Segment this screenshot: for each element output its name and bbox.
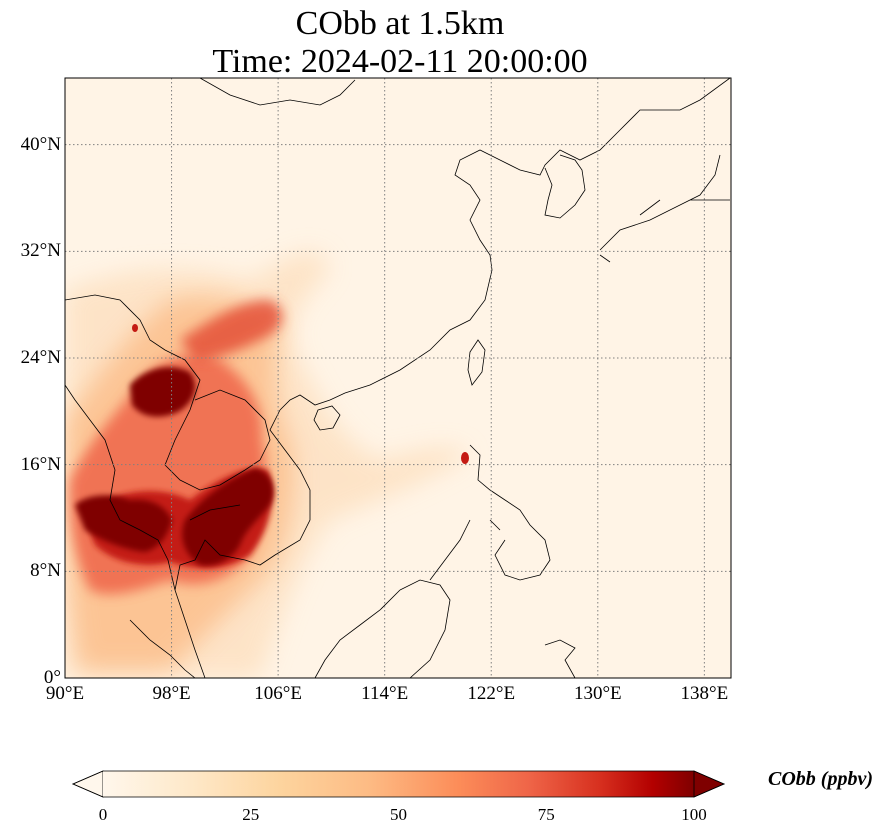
- coastline-japan: [599, 154, 730, 263]
- gridlines: [65, 78, 731, 678]
- x-tick-label: 130°E: [573, 683, 622, 704]
- figure-title-line2: Time: 2024-02-11 20:00:00: [212, 43, 588, 80]
- colorbar-label: CObb (ppbv): [768, 768, 873, 790]
- hotspot-myanmar: [132, 324, 138, 332]
- plume-dark-north: [130, 367, 196, 417]
- x-tick-label: 114°E: [361, 683, 409, 704]
- coastline-sulawesi: [544, 639, 576, 678]
- colorbar-tick-label: 50: [390, 805, 407, 824]
- coastline-hainan: [313, 405, 341, 431]
- colorbar: [71, 770, 726, 798]
- y-tick-label: 24°N: [20, 347, 61, 368]
- coastline-indochina: [65, 384, 246, 678]
- coastline-mongolia: [199, 78, 356, 106]
- border-laos: [194, 389, 271, 461]
- colorbar-extend-high: [693, 770, 726, 798]
- y-tick-label: 16°N: [20, 453, 61, 475]
- colorbar-tick-label: 100: [681, 805, 707, 824]
- y-tick-label: 8°N: [30, 560, 61, 582]
- colorbar-tick-label: 25: [242, 805, 260, 824]
- coastline-korea: [544, 154, 586, 219]
- border-myanmar: [65, 294, 201, 466]
- x-tick-label: 106°E: [254, 683, 302, 704]
- map-panel: [64, 77, 732, 679]
- colorbar-outline: [71, 770, 726, 798]
- x-tick-label: 98°E: [152, 683, 191, 704]
- colorbar-tick-label: 75: [537, 805, 555, 824]
- hotspot-luzon: [461, 452, 469, 464]
- coastline-taiwan: [467, 339, 486, 386]
- colorbar-extend-low: [71, 770, 104, 798]
- colorbar-tick-label: 0: [98, 805, 108, 824]
- coastline-china: [279, 78, 731, 411]
- x-tick-label: 90°E: [45, 683, 85, 704]
- plume-dark-cambodia: [182, 468, 274, 566]
- y-tick-label: 32°N: [20, 240, 61, 262]
- coastline-borneo: [314, 579, 451, 678]
- map-frame: [64, 77, 732, 679]
- plume-dark-south: [75, 495, 172, 552]
- x-tick-label: 138°E: [680, 683, 729, 704]
- figure-title-line1: CObb at 1.5km: [295, 5, 505, 42]
- coastline-philippines: [429, 444, 551, 581]
- plume-red-north: [180, 300, 283, 360]
- coastline-vietnam: [244, 409, 311, 566]
- x-tick-label: 122°E: [467, 683, 516, 704]
- coastlines: [65, 78, 731, 678]
- coastline-sumatra: [129, 619, 196, 678]
- y-tick-label: 40°N: [20, 133, 61, 155]
- y-tick-label: 0°: [43, 667, 61, 688]
- border-thailand: [164, 459, 261, 521]
- colorbar-ramp: [103, 771, 694, 797]
